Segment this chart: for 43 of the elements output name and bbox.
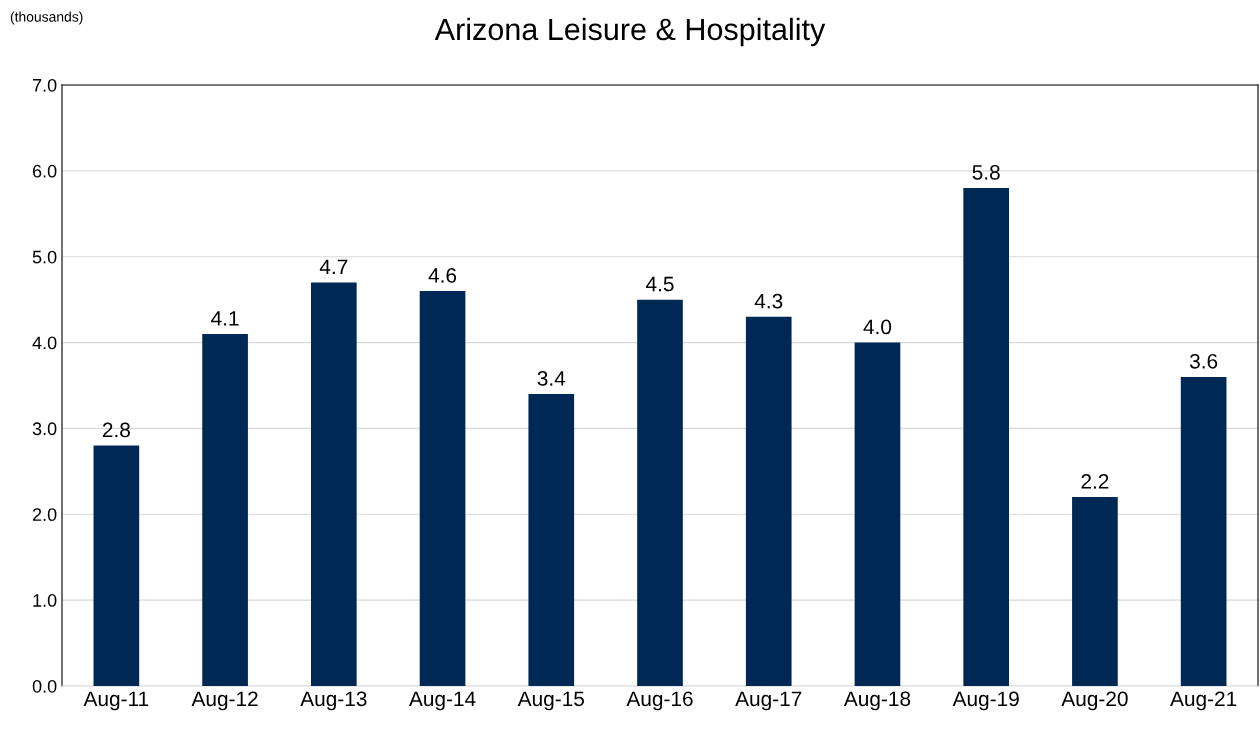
x-tick-label: Aug-20 (1061, 691, 1128, 711)
data-label: 3.6 (1189, 353, 1218, 369)
data-label: 4.5 (646, 276, 674, 292)
y-tick-label: 5.0 (32, 250, 57, 264)
x-tick-label: Aug-17 (735, 691, 802, 711)
bar (310, 282, 357, 686)
y-tick-label: 4.0 (32, 336, 57, 350)
chart-title: Arizona Leisure & Hospitality (434, 17, 826, 47)
data-label: 4.3 (754, 293, 783, 309)
data-label: 5.8 (972, 164, 1000, 180)
data-label: 4.0 (863, 319, 892, 335)
bar (1072, 497, 1118, 686)
y-tick-label: 1.0 (33, 594, 57, 607)
x-tick-label: Aug-14 (409, 691, 476, 711)
x-tick-label: Aug-12 (191, 691, 258, 711)
x-tick-label: Aug-21 (1170, 691, 1237, 711)
x-tick-label: Aug-19 (952, 691, 1019, 711)
data-label: 4.7 (319, 259, 348, 274)
y-axis-title: (thousands) (10, 11, 83, 25)
bar (93, 445, 140, 686)
y-tick-label: 3.0 (32, 422, 57, 436)
bar (528, 394, 575, 686)
x-tick-label: Aug-16 (626, 691, 693, 711)
data-label: 2.2 (1081, 474, 1109, 489)
bar (854, 342, 901, 686)
x-tick-label: Aug-11 (83, 691, 149, 711)
data-label: 3.4 (537, 371, 566, 386)
y-tick-label: 0.0 (32, 679, 57, 693)
y-tick-label: 7.0 (32, 78, 57, 92)
data-label: 4.6 (428, 268, 457, 283)
data-label: 4.1 (211, 311, 239, 326)
data-label: 2.8 (102, 422, 130, 438)
y-tick-label: 6.0 (32, 164, 57, 178)
x-tick-label: Aug-13 (300, 691, 367, 711)
bar (202, 333, 248, 686)
x-tick-label: Aug-15 (517, 691, 584, 711)
x-tick-label: Aug-18 (843, 691, 911, 711)
y-tick-label: 2.0 (32, 508, 57, 522)
bar (745, 316, 792, 686)
bar (419, 291, 466, 686)
bar (963, 188, 1010, 686)
bar (1180, 376, 1227, 686)
bar (637, 299, 683, 686)
